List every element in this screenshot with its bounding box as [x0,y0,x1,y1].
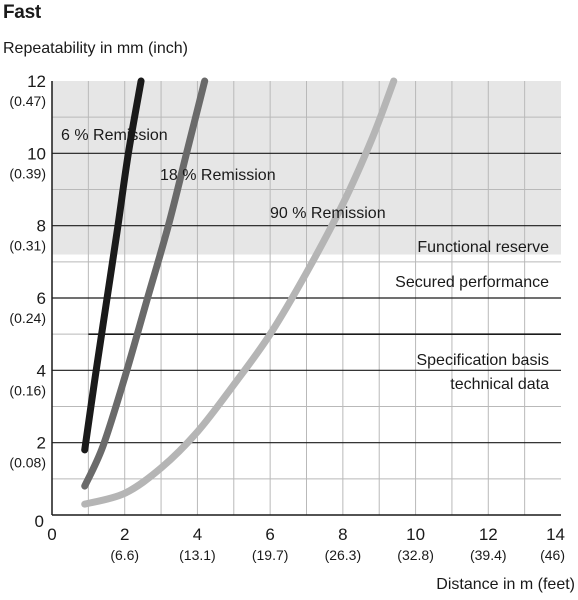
region-label-functional-reserve: Functional reserve [417,239,549,256]
x-tick-label: 12 [479,525,498,544]
x-tick-sublabel: (13.1) [179,547,216,563]
x-tick-label: 10 [406,525,425,544]
region-label-spec-line1: Specification basis [416,352,549,369]
x-tick-label: 4 [193,525,202,544]
x-tick-sublabel: (32.8) [397,547,434,563]
x-tick-label: 2 [120,525,129,544]
x-tick-sublabel: (39.4) [470,547,507,563]
y-tick-sublabel: (0.47) [9,93,46,109]
y-tick-sublabel: (0.16) [9,382,46,398]
x-tick-sublabel: (26.3) [325,547,362,563]
y-tick-label: 12 [27,72,46,91]
series-label-90-remission: 90 % Remission [270,205,386,222]
x-tick-label: 6 [265,525,274,544]
y-tick-label: 4 [37,361,46,380]
series-label-18-remission: 18 % Remission [160,167,276,184]
x-tick-sublabel: (46) [540,547,565,563]
region-label-secured-performance: Secured performance [395,274,549,291]
y-tick-label: 10 [27,144,46,163]
x-tick-sublabel: (6.6) [110,547,139,563]
x-tick-label: 0 [47,525,56,544]
x-tick-sublabel: (19.7) [252,547,289,563]
y-tick-label: 6 [37,289,46,308]
y-tick-sublabel: (0.39) [9,165,46,181]
series-label-6-remission: 6 % Remission [61,127,168,144]
y-tick-label: 2 [37,434,46,453]
y-tick-sublabel: (0.08) [9,455,46,471]
x-tick-label: 8 [338,525,347,544]
x-tick-label: 14 [546,525,565,544]
y-tick-sublabel: (0.24) [9,310,46,326]
y-tick-sublabel: (0.31) [9,238,46,254]
region-label-spec-line2: technical data [450,376,549,393]
y-tick-label: 8 [37,217,46,236]
y-tick-label: 0 [35,512,44,531]
